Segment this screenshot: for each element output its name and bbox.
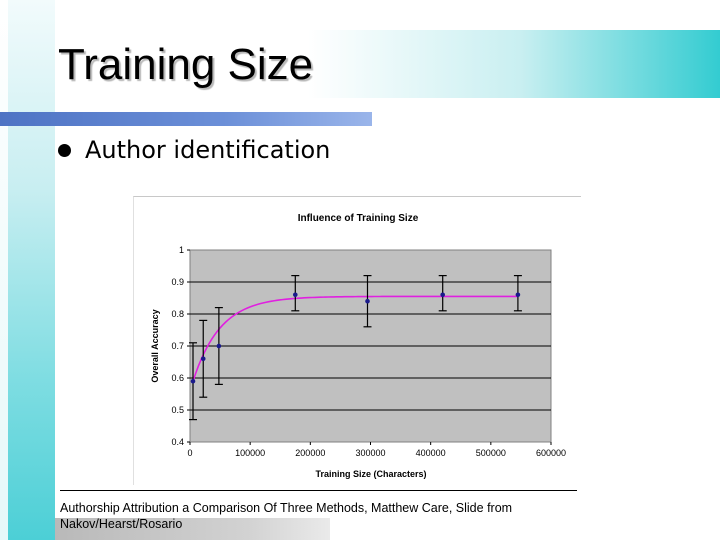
bottom-gray-band: [55, 518, 330, 540]
citation-text: Authorship Attribution a Comparison Of T…: [60, 500, 580, 532]
bullet-dot-icon: [58, 143, 71, 157]
left-strip-highlight: [0, 0, 8, 540]
x-tick-label: 600000: [536, 448, 566, 458]
data-point: [216, 343, 222, 349]
data-point: [200, 356, 206, 362]
x-tick-label: 500000: [476, 448, 506, 458]
x-tick-label: 200000: [295, 448, 325, 458]
x-tick-label: 400000: [416, 448, 446, 458]
citation-line-2: Nakov/Hearst/Rosario: [60, 517, 183, 531]
data-point: [190, 378, 196, 384]
data-point: [365, 298, 370, 304]
y-tick-label: 1: [179, 245, 184, 255]
data-point: [515, 292, 521, 298]
x-axis-title: Training Size (Characters): [315, 469, 426, 479]
y-tick-label: 0.6: [171, 373, 184, 383]
data-point: [292, 292, 298, 298]
x-tick-label: 0: [187, 448, 192, 458]
fit-curve-group: [192, 295, 518, 382]
slide-title: Training Size: [58, 40, 314, 89]
y-tick-label: 0.9: [171, 277, 184, 287]
y-tick-label: 0.4: [171, 437, 184, 447]
data-points: [190, 292, 521, 384]
y-axis-title: Overall Accuracy: [150, 309, 160, 382]
bullet-item: Author identification: [58, 134, 330, 166]
chart-svg: Influence of Training Size 0.40.50.60.70…: [150, 213, 566, 479]
citation-line-1: Authorship Attribution a Comparison Of T…: [60, 501, 513, 515]
grid-lines: [190, 281, 551, 411]
title-underline-bar: [0, 112, 372, 126]
y-tick-label: 0.7: [171, 341, 184, 351]
chart-container: Influence of Training Size 0.4 0.5 0.6 0.7 0…: [133, 196, 581, 485]
left-decorative-strip: [0, 0, 55, 540]
x-tick-label: 300000: [355, 448, 385, 458]
chart-title: Influence of Training Size: [298, 213, 419, 224]
x-tick-label: 100000: [235, 448, 265, 458]
footer-rule: [60, 490, 577, 491]
axis-ticks: 0.4 0.5 0.6 0.7 0.8 0.9 1 0 100000 200000 300000 40…: [171, 245, 566, 458]
bullet-text: Author identification: [85, 136, 331, 164]
fit-curve: [192, 295, 518, 382]
title-gradient-band: [55, 30, 720, 98]
y-tick-label: 0.8: [171, 309, 184, 319]
y-tick-label: 0.5: [171, 405, 184, 415]
data-point: [440, 292, 446, 298]
